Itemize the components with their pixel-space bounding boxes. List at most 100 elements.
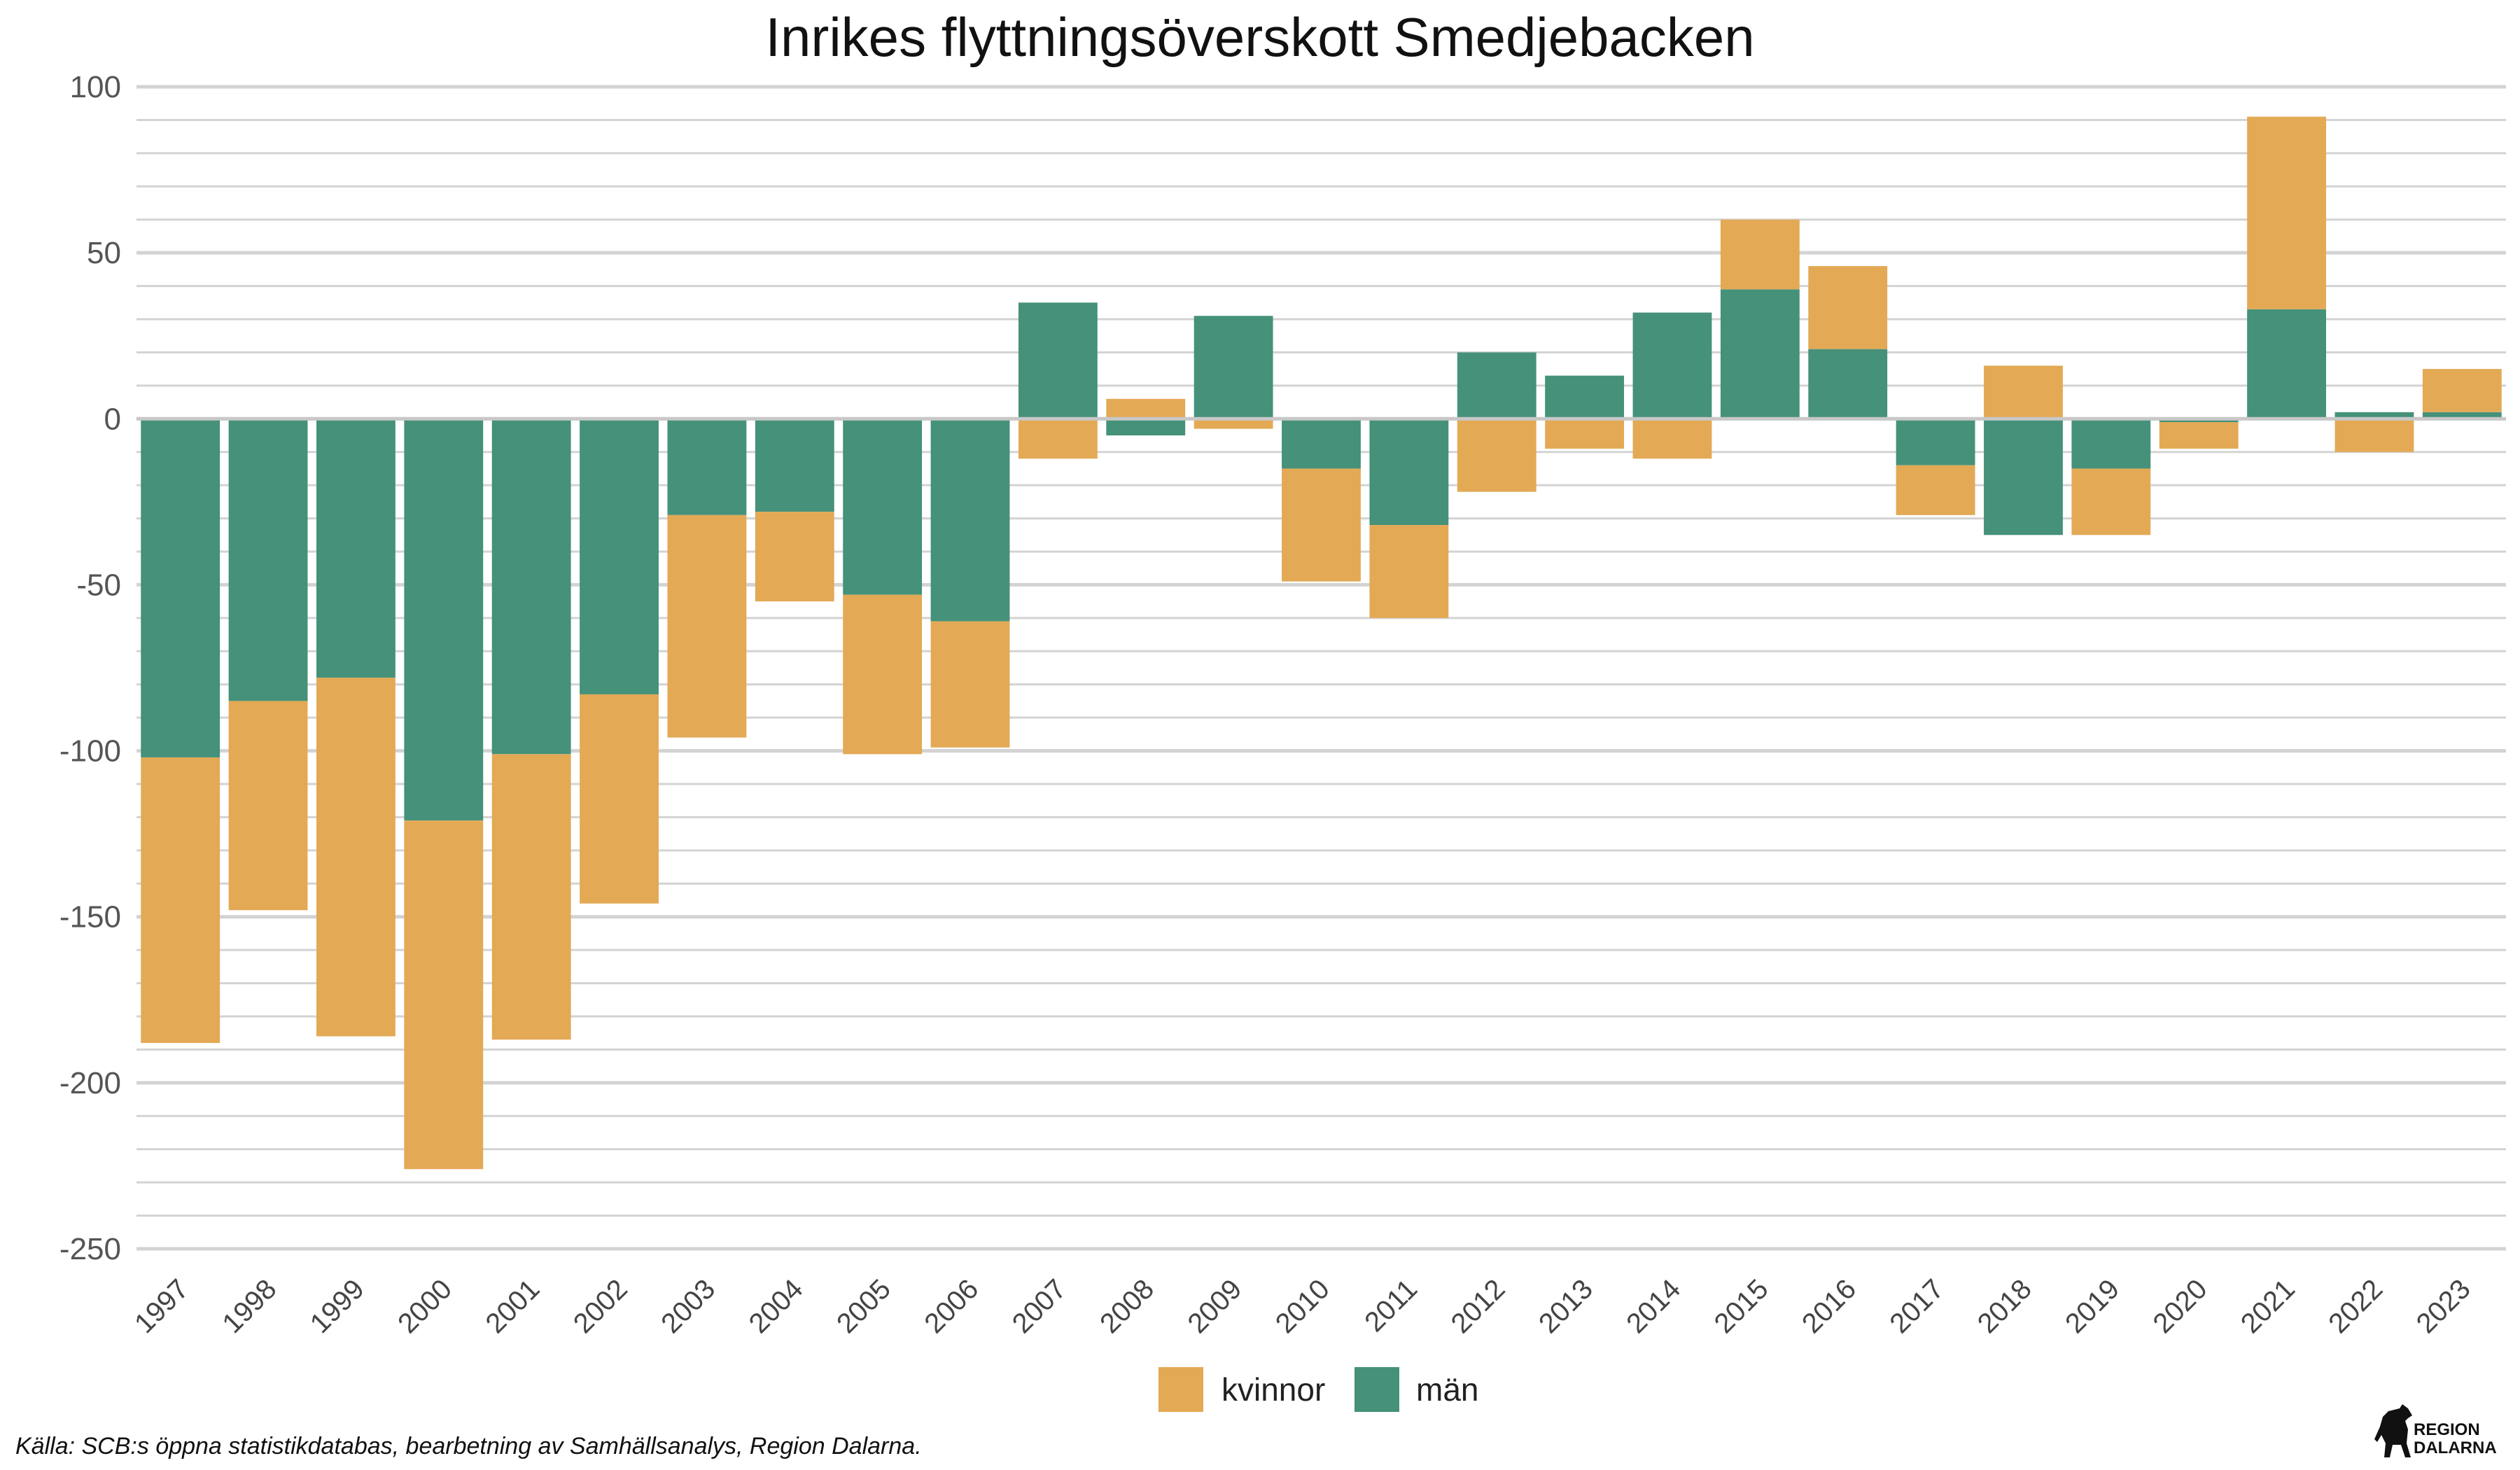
y-tick-label: 50 (87, 236, 121, 270)
bar-2023-kvinnor (2422, 369, 2502, 412)
bar-1998-kvinnor (228, 701, 308, 911)
x-tick-label: 2008 (1094, 1273, 1160, 1339)
x-tick-label: 2000 (392, 1273, 458, 1339)
bar-2017-man (1896, 419, 1975, 465)
bar-2001-kvinnor (491, 754, 571, 1040)
y-tick-label: 100 (70, 70, 121, 104)
x-tick-label: 2001 (479, 1273, 545, 1339)
bar-2017-kvinnor (1896, 465, 1975, 515)
bar-2018-kvinnor (1984, 365, 2063, 419)
bar-2015-man (1720, 289, 1800, 419)
bar-2009-man (1194, 316, 1273, 419)
bar-2005-man (843, 419, 923, 595)
bar-2004-kvinnor (755, 512, 834, 602)
x-tick-label: 2007 (1007, 1273, 1072, 1339)
x-tick-label: 2009 (1182, 1273, 1247, 1339)
bar-2006-kvinnor (930, 621, 1010, 748)
bar-2004-man (755, 419, 834, 512)
x-tick-label: 2019 (2059, 1273, 2125, 1339)
bar-2005-kvinnor (843, 594, 923, 755)
bar-2020-kvinnor (2159, 422, 2239, 449)
x-axis: 1997 1998 1999 2000 2001 2002 2003 2004 2005 2006… (129, 1273, 2477, 1339)
bar-2022-man (2334, 412, 2414, 419)
logo-text-line1: REGION (2414, 1420, 2480, 1439)
bar-2016-kvinnor (1808, 266, 1888, 349)
bar-2013-kvinnor (1545, 419, 1625, 449)
x-tick-label: 2003 (655, 1273, 721, 1339)
bar-2021-kvinnor (2247, 116, 2326, 309)
x-tick-label: 2021 (2235, 1273, 2301, 1339)
x-tick-label: 2013 (1533, 1273, 1599, 1339)
bar-2008-kvinnor (1106, 398, 1186, 419)
bar-2012-man (1457, 352, 1536, 419)
bars (141, 116, 2502, 1170)
legend-label-kvinnor: kvinnor (1222, 1371, 1325, 1408)
source-caption: Källa: SCB:s öppna statistikdatabas, bea… (15, 1433, 922, 1460)
y-axis: 100 50 0 -50 -100 -150 -200 -250 (59, 70, 121, 1266)
bar-2007-man (1018, 302, 1098, 419)
bar-2018-man (1984, 419, 2063, 536)
bar-1997-kvinnor (141, 757, 220, 1043)
x-tick-label: 2018 (1972, 1273, 2038, 1339)
bar-1997-man (141, 419, 220, 758)
dalahorse-icon (2374, 1404, 2412, 1457)
bar-2015-kvinnor (1720, 219, 1800, 290)
bar-2011-man (1369, 419, 1449, 526)
x-tick-label: 2022 (2323, 1273, 2388, 1339)
bar-2002-man (580, 419, 659, 694)
bar-2013-man (1545, 375, 1625, 419)
logo-text-line2: DALARNA (2414, 1438, 2497, 1457)
x-tick-label: 2023 (2411, 1273, 2477, 1339)
x-tick-label: 2010 (1270, 1273, 1336, 1339)
x-tick-label: 2017 (1884, 1273, 1949, 1339)
bar-2016-man (1808, 349, 1888, 419)
bar-2010-man (1282, 419, 1361, 469)
bar-2000-kvinnor (404, 820, 484, 1170)
region-dalarna-logo: REGION DALARNA (2374, 1404, 2497, 1457)
legend: kvinnor män (1158, 1367, 1478, 1412)
x-tick-label: 1997 (129, 1273, 195, 1339)
x-tick-label: 1998 (216, 1273, 282, 1339)
legend-swatch-kvinnor (1158, 1367, 1203, 1412)
bar-2012-kvinnor (1457, 419, 1536, 492)
x-tick-label: 2004 (743, 1273, 809, 1339)
x-tick-label: 1999 (304, 1273, 370, 1339)
x-tick-label: 2011 (1359, 1273, 1423, 1338)
x-tick-label: 2012 (1446, 1273, 1511, 1339)
bar-2021-man (2247, 309, 2326, 419)
bar-1999-man (316, 419, 396, 678)
bar-2010-kvinnor (1282, 468, 1361, 582)
bar-2009-kvinnor (1194, 419, 1273, 429)
y-tick-label: -250 (59, 1232, 121, 1266)
bar-2006-man (930, 419, 1010, 622)
bar-2003-kvinnor (667, 514, 747, 738)
bar-2002-kvinnor (580, 694, 659, 904)
chart-title: Inrikes flyttningsöverskott Smedjebacken (765, 6, 1754, 68)
x-tick-label: 2014 (1620, 1273, 1686, 1339)
bar-2011-kvinnor (1369, 525, 1449, 618)
bar-2014-kvinnor (1632, 419, 1712, 459)
bar-2000-man (404, 419, 484, 821)
x-tick-label: 2005 (831, 1273, 897, 1339)
bar-2003-man (667, 419, 747, 515)
y-tick-label: 0 (104, 402, 121, 436)
y-tick-label: -200 (59, 1066, 121, 1100)
x-tick-label: 2020 (2148, 1273, 2213, 1339)
y-tick-label: -150 (59, 900, 121, 934)
bar-2022-kvinnor (2334, 419, 2414, 452)
legend-swatch-man (1354, 1367, 1399, 1412)
x-tick-label: 2006 (918, 1273, 984, 1339)
bar-2008-man (1106, 419, 1186, 435)
bar-1998-man (228, 419, 308, 701)
bar-2019-kvinnor (2071, 468, 2151, 536)
bar-2023-man (2422, 412, 2502, 419)
x-tick-label: 2016 (1796, 1273, 1862, 1339)
x-tick-label: 2002 (568, 1273, 634, 1339)
bar-1999-kvinnor (316, 678, 396, 1037)
x-tick-label: 2015 (1709, 1273, 1774, 1339)
y-tick-label: -100 (59, 734, 121, 769)
y-tick-label: -50 (76, 568, 121, 602)
bar-2007-kvinnor (1018, 419, 1098, 459)
bar-2019-man (2071, 419, 2151, 469)
